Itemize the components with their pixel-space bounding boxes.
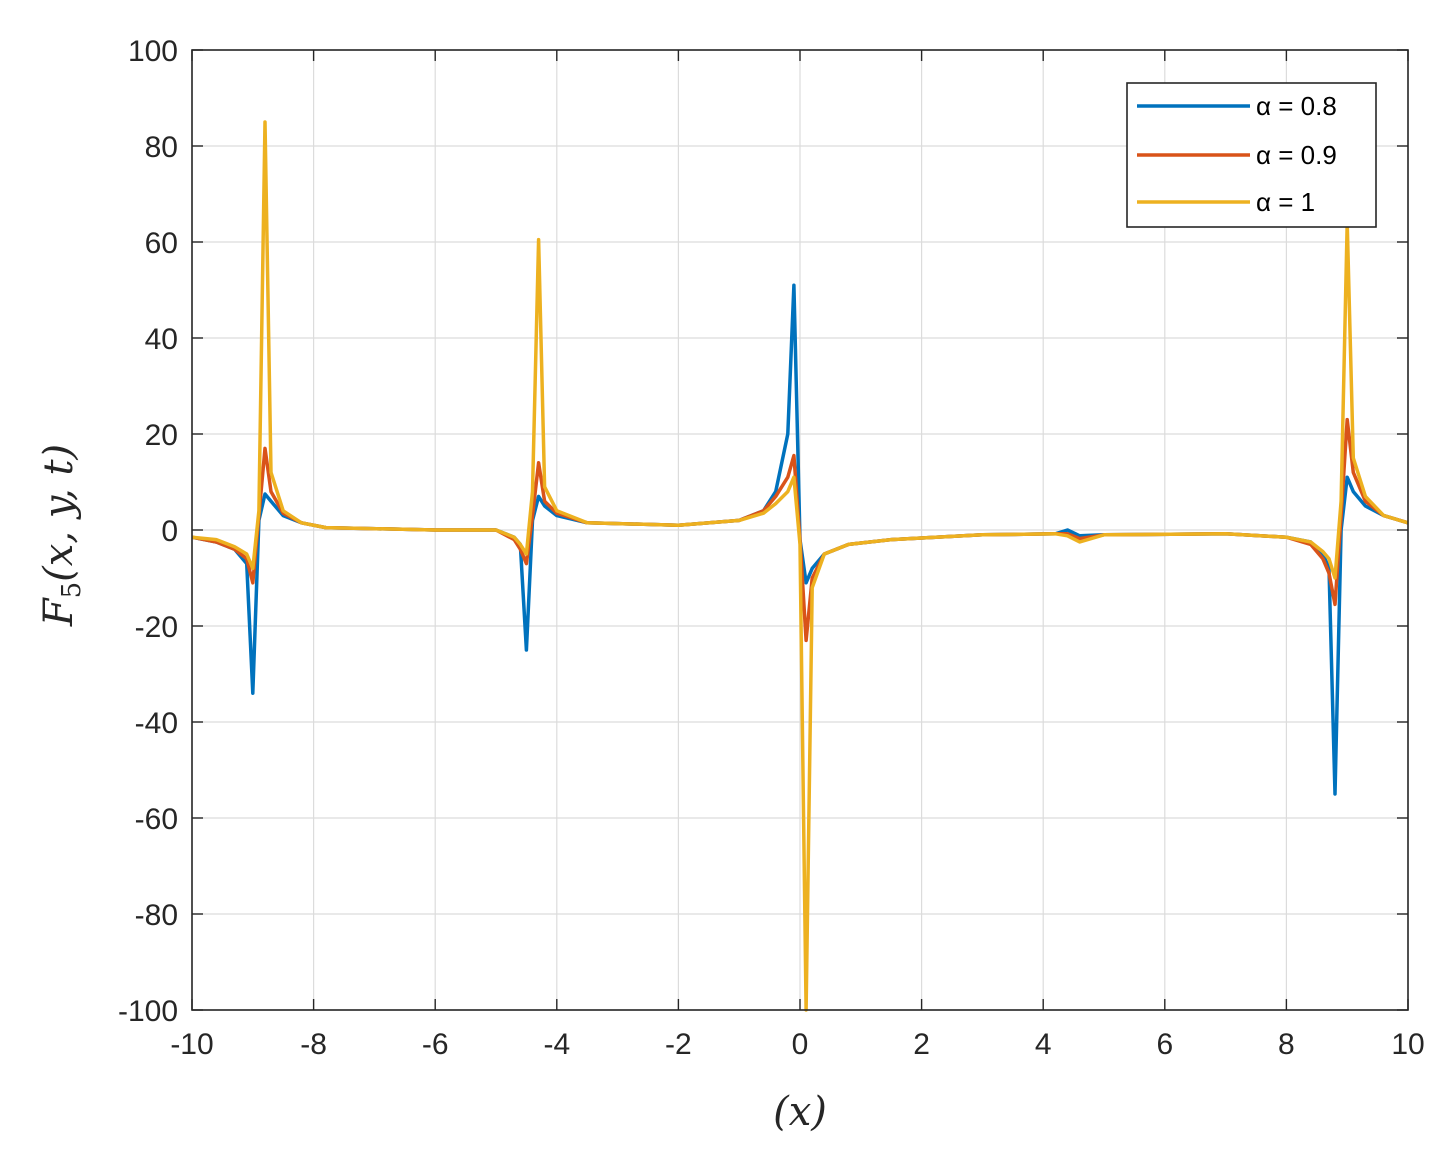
y-tick-label: 100 bbox=[128, 35, 178, 68]
x-tick-label: -8 bbox=[300, 1028, 327, 1061]
y-axis-label-sub: 5 bbox=[57, 582, 87, 599]
y-tick-label: 0 bbox=[161, 515, 178, 548]
y-tick-label: 60 bbox=[145, 227, 178, 260]
legend-label-alpha-0.8: α = 0.8 bbox=[1256, 91, 1337, 121]
x-tick-label: -6 bbox=[422, 1028, 449, 1061]
data-lines bbox=[191, 120, 1409, 1012]
x-tick-label: 4 bbox=[1035, 1028, 1052, 1061]
y-tick-label: 80 bbox=[145, 131, 178, 164]
x-tick-label: -10 bbox=[170, 1028, 213, 1061]
x-tick-labels: -10 -8 -6 -4 -2 0 2 4 6 8 10 bbox=[170, 1028, 1424, 1061]
legend-label-alpha-1: α = 1 bbox=[1256, 187, 1315, 217]
x-tick-label: 10 bbox=[1391, 1028, 1424, 1061]
y-tick-label: -80 bbox=[135, 899, 178, 932]
x-tick-label: 2 bbox=[913, 1028, 930, 1061]
axis-ticks bbox=[191, 49, 1409, 1011]
x-tick-label: -2 bbox=[665, 1028, 692, 1061]
y-tick-label: 20 bbox=[145, 419, 178, 452]
y-axis-label-main: F bbox=[36, 597, 82, 627]
y-axis-label: F5(x, y, t) bbox=[36, 444, 87, 627]
y-tick-label: -60 bbox=[135, 803, 178, 836]
x-tick-label: 8 bbox=[1278, 1028, 1295, 1061]
x-tick-label: 0 bbox=[792, 1028, 809, 1061]
x-axis-label: (x) bbox=[773, 1089, 827, 1135]
x-tick-label: -4 bbox=[543, 1028, 570, 1061]
legend[interactable]: α = 0.8 α = 0.9 α = 1 bbox=[1126, 82, 1377, 228]
y-axis-label-rest: (x, y, t) bbox=[36, 444, 82, 582]
y-tick-label: -20 bbox=[135, 611, 178, 644]
x-tick-label: 6 bbox=[1156, 1028, 1173, 1061]
legend-label-alpha-0.9: α = 0.9 bbox=[1256, 140, 1337, 170]
series-line-2 bbox=[191, 120, 1409, 1012]
y-tick-label: 40 bbox=[145, 323, 178, 356]
y-tick-label: -100 bbox=[118, 995, 178, 1028]
y-tick-label: -40 bbox=[135, 707, 178, 740]
y-tick-labels: -100 -80 -60 -40 -20 0 20 40 60 80 100 bbox=[118, 35, 178, 1028]
